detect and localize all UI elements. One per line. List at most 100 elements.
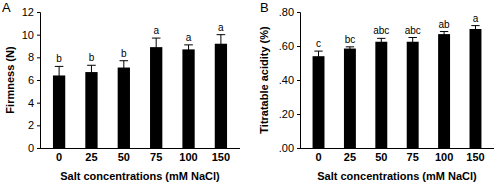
y-tick-label: 0: [28, 142, 34, 154]
significance-letter: a: [153, 25, 159, 36]
x-tick: 50: [118, 151, 130, 163]
plot-area: [313, 26, 482, 148]
y-tick-label: 6: [28, 74, 34, 86]
significance-letter: abc: [373, 25, 389, 36]
y-axis-title: Firmness (N): [4, 46, 16, 114]
bar: [438, 34, 450, 148]
x-tick: 25: [85, 151, 97, 163]
x-tick-label: 150: [466, 151, 484, 163]
y-tick-mark: [297, 114, 300, 115]
x-axis-title: Salt concentrations (mM NaCl): [317, 170, 477, 182]
significance-letter: ab: [439, 19, 451, 30]
error-bar: [440, 32, 448, 37]
y-tick-label: 12: [22, 6, 34, 18]
x-tick: 150: [466, 151, 484, 163]
x-tick: 75: [407, 151, 419, 163]
y-tick: .40: [279, 74, 300, 86]
significance-letter: b: [56, 53, 62, 64]
y-tick-mark: [37, 35, 40, 36]
y-axis-title: Titratable acidity (%): [258, 26, 270, 134]
x-tick-label: 150: [212, 151, 230, 163]
y-tick-label: 10: [22, 29, 34, 41]
error-bar: [471, 26, 479, 33]
panel-label: B: [260, 0, 269, 15]
error-bar: [314, 51, 322, 61]
error-bar: [55, 66, 64, 84]
y-tick: .00: [279, 142, 300, 154]
error-bar: [152, 38, 161, 56]
x-tick: 0: [56, 151, 62, 163]
y-tick-mark: [297, 80, 300, 81]
y-tick-mark: [37, 80, 40, 81]
bar: [118, 68, 130, 148]
y-tick: .80: [279, 6, 300, 18]
x-tick-label: 75: [407, 151, 419, 163]
x-tick: 25: [344, 151, 356, 163]
x-tick-label: 25: [85, 151, 97, 163]
significance-letter: c: [316, 38, 321, 49]
y-tick: 6: [28, 74, 40, 86]
y-tick-label: 4: [28, 97, 34, 109]
bar: [407, 42, 419, 148]
bar: [182, 49, 194, 148]
plot-area: [53, 35, 227, 148]
significance-letter: abc: [405, 25, 421, 36]
x-axis-line: [300, 148, 494, 149]
y-axis: .00.20.40.60.80: [279, 6, 301, 154]
y-tick-label: .20: [279, 108, 294, 120]
x-axis-title: Salt concentrations (mM NaCl): [60, 170, 220, 182]
y-tick: 2: [28, 119, 40, 131]
x-tick: 150: [212, 151, 230, 163]
y-tick-mark: [297, 148, 300, 149]
x-tick-label: 0: [56, 151, 62, 163]
error-bar: [217, 35, 226, 53]
x-tick: 0: [315, 151, 321, 163]
y-tick: 4: [28, 97, 40, 109]
significance-letter: b: [121, 48, 127, 59]
x-tick-label: 25: [344, 151, 356, 163]
y-tick-mark: [37, 148, 40, 149]
significance-letter: bc: [345, 34, 356, 45]
y-tick-mark: [37, 103, 40, 104]
bar: [215, 44, 227, 148]
panel-label: A: [2, 0, 11, 15]
error-bar: [120, 61, 129, 75]
x-tick-label: 50: [375, 151, 387, 163]
y-tick-label: .80: [279, 6, 294, 18]
y-tick-mark: [37, 125, 40, 126]
y-tick-label: .00: [279, 142, 294, 154]
panel: .00.20.40.60.800255075100150cbcabcabcaba…: [258, 0, 494, 182]
x-axis: 0 25 50 75 100 150: [40, 149, 240, 163]
x-tick: 100: [435, 151, 453, 163]
error-bar: [377, 38, 385, 45]
y-tick-mark: [37, 57, 40, 58]
x-tick-label: 50: [118, 151, 130, 163]
figure: 0246810120255075100150bbbaaaSalt concent…: [0, 0, 500, 188]
y-tick-label: .40: [279, 74, 294, 86]
y-tick: 12: [22, 6, 40, 18]
y-tick-label: 2: [28, 119, 34, 131]
y-tick-label: 8: [28, 51, 34, 63]
y-axis: 0 2 4 6 8 10 12: [22, 6, 41, 154]
bar: [470, 29, 482, 148]
x-tick-label: 100: [179, 151, 197, 163]
x-tick-label: 75: [150, 151, 162, 163]
error-bar: [409, 38, 417, 47]
y-tick-mark: [37, 12, 40, 13]
y-tick-mark: [297, 46, 300, 47]
significance-letter: a: [473, 13, 479, 24]
error-bar: [346, 47, 354, 50]
significance-letter: a: [186, 32, 192, 43]
y-tick: 0: [28, 142, 40, 154]
y-tick: 10: [22, 29, 40, 41]
bar: [313, 56, 325, 148]
significance-letter: a: [218, 22, 224, 33]
y-tick-mark: [297, 12, 300, 13]
y-axis-line: [37, 13, 41, 149]
error-bar: [87, 65, 96, 79]
error-bar: [184, 45, 193, 54]
bar: [85, 72, 97, 148]
x-tick: 75: [150, 151, 162, 163]
x-tick-label: 0: [315, 151, 321, 163]
y-axis-line: [297, 13, 301, 149]
